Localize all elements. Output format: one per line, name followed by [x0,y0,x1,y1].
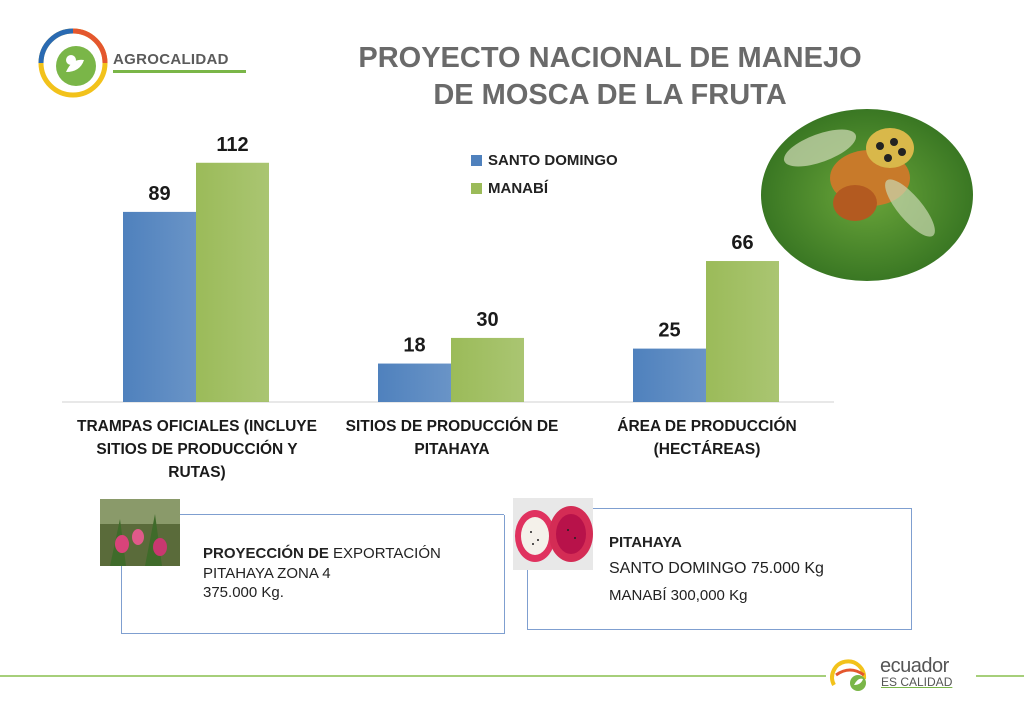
export-projection-rest: EXPORTACIÓN [328,545,441,562]
category-label-line: ÁREA DE PRODUCCIÓN [617,418,797,435]
pitahaya-fruit-photo-icon [513,498,593,570]
export-projection-box [121,515,505,634]
fruit-fly-photo-icon [761,109,973,281]
category-label-line: (HECTÁREAS) [653,441,761,458]
legend-item-manabi: MANABÍ [471,174,618,202]
bar-manabi-1 [451,337,524,402]
bar-santo-domingo-1 [378,363,451,402]
export-projection-bold: PROYECCIÓN DE [203,545,329,562]
chart-legend: SANTO DOMINGO MANABÍ [471,146,618,202]
footer-line [0,675,1024,677]
footer-logo-sub: ES CALIDAD [881,675,953,689]
title-line-1: PROYECTO NACIONAL DE MANEJO [358,42,862,74]
category-label-line: SITIOS DE PRODUCCIÓN Y [96,441,298,458]
ecuador-es-calidad-logo-icon [830,659,867,691]
category-label-line: PITAHAYA [414,441,490,458]
legend-label-santo-domingo: SANTO DOMINGO [488,151,618,169]
pitahaya-box-line-2: MANABÍ 300,000 Kg [609,587,748,604]
category-label-area: ÁREA DE PRODUCCIÓN (HECTÁREAS) [577,415,837,461]
pitahaya-box-title: PITAHAYA [609,534,682,551]
export-projection-box-top-border [178,514,504,515]
category-label-sitios: SITIOS DE PRODUCCIÓN DE PITAHAYA [322,415,582,461]
legend-label-manabi: MANABÍ [488,179,548,197]
export-projection-line-1: PROYECCIÓN DE EXPORTACIÓN [203,545,441,562]
brand-name: AGROCALIDAD [113,51,229,68]
data-label-santo-domingo-0: 89 [148,183,170,205]
bar-manabi-0 [196,162,269,402]
category-label-line: RUTAS) [168,464,226,481]
title-line-2: DE MOSCA DE LA FRUTA [433,79,787,111]
data-label-santo-domingo-1: 18 [403,335,425,357]
data-label-manabi-2: 66 [731,232,753,254]
pitahaya-plant-photo-icon [100,499,180,566]
data-label-manabi-1: 30 [476,309,498,331]
legend-swatch-santo-domingo [471,154,482,166]
footer-logo-word: ecuador [880,655,949,677]
bar-santo-domingo-2 [633,348,706,402]
agrocalidad-logo-icon [38,28,108,98]
page-title: PROYECTO NACIONAL DE MANEJO DE MOSCA DE … [300,40,920,114]
category-label-line: SITIOS DE PRODUCCIÓN DE [345,418,559,435]
data-label-santo-domingo-2: 25 [658,320,680,342]
category-label-trampas: TRAMPAS OFICIALES (INCLUYE SITIOS DE PRO… [67,415,327,484]
legend-swatch-manabi [471,182,482,194]
legend-item-santo-domingo: SANTO DOMINGO [471,146,618,174]
bar-manabi-2 [706,261,779,402]
category-label-line: TRAMPAS OFICIALES (INCLUYE [77,418,317,435]
export-projection-line-2: PITAHAYA ZONA 4 [203,565,331,582]
export-projection-line-3: 375.000 Kg. [203,584,284,601]
pitahaya-box-line-1: SANTO DOMINGO 75.000 Kg [609,560,824,577]
bar-santo-domingo-0 [123,211,196,402]
brand-underline [113,70,246,73]
data-label-manabi-0: 112 [216,134,248,156]
